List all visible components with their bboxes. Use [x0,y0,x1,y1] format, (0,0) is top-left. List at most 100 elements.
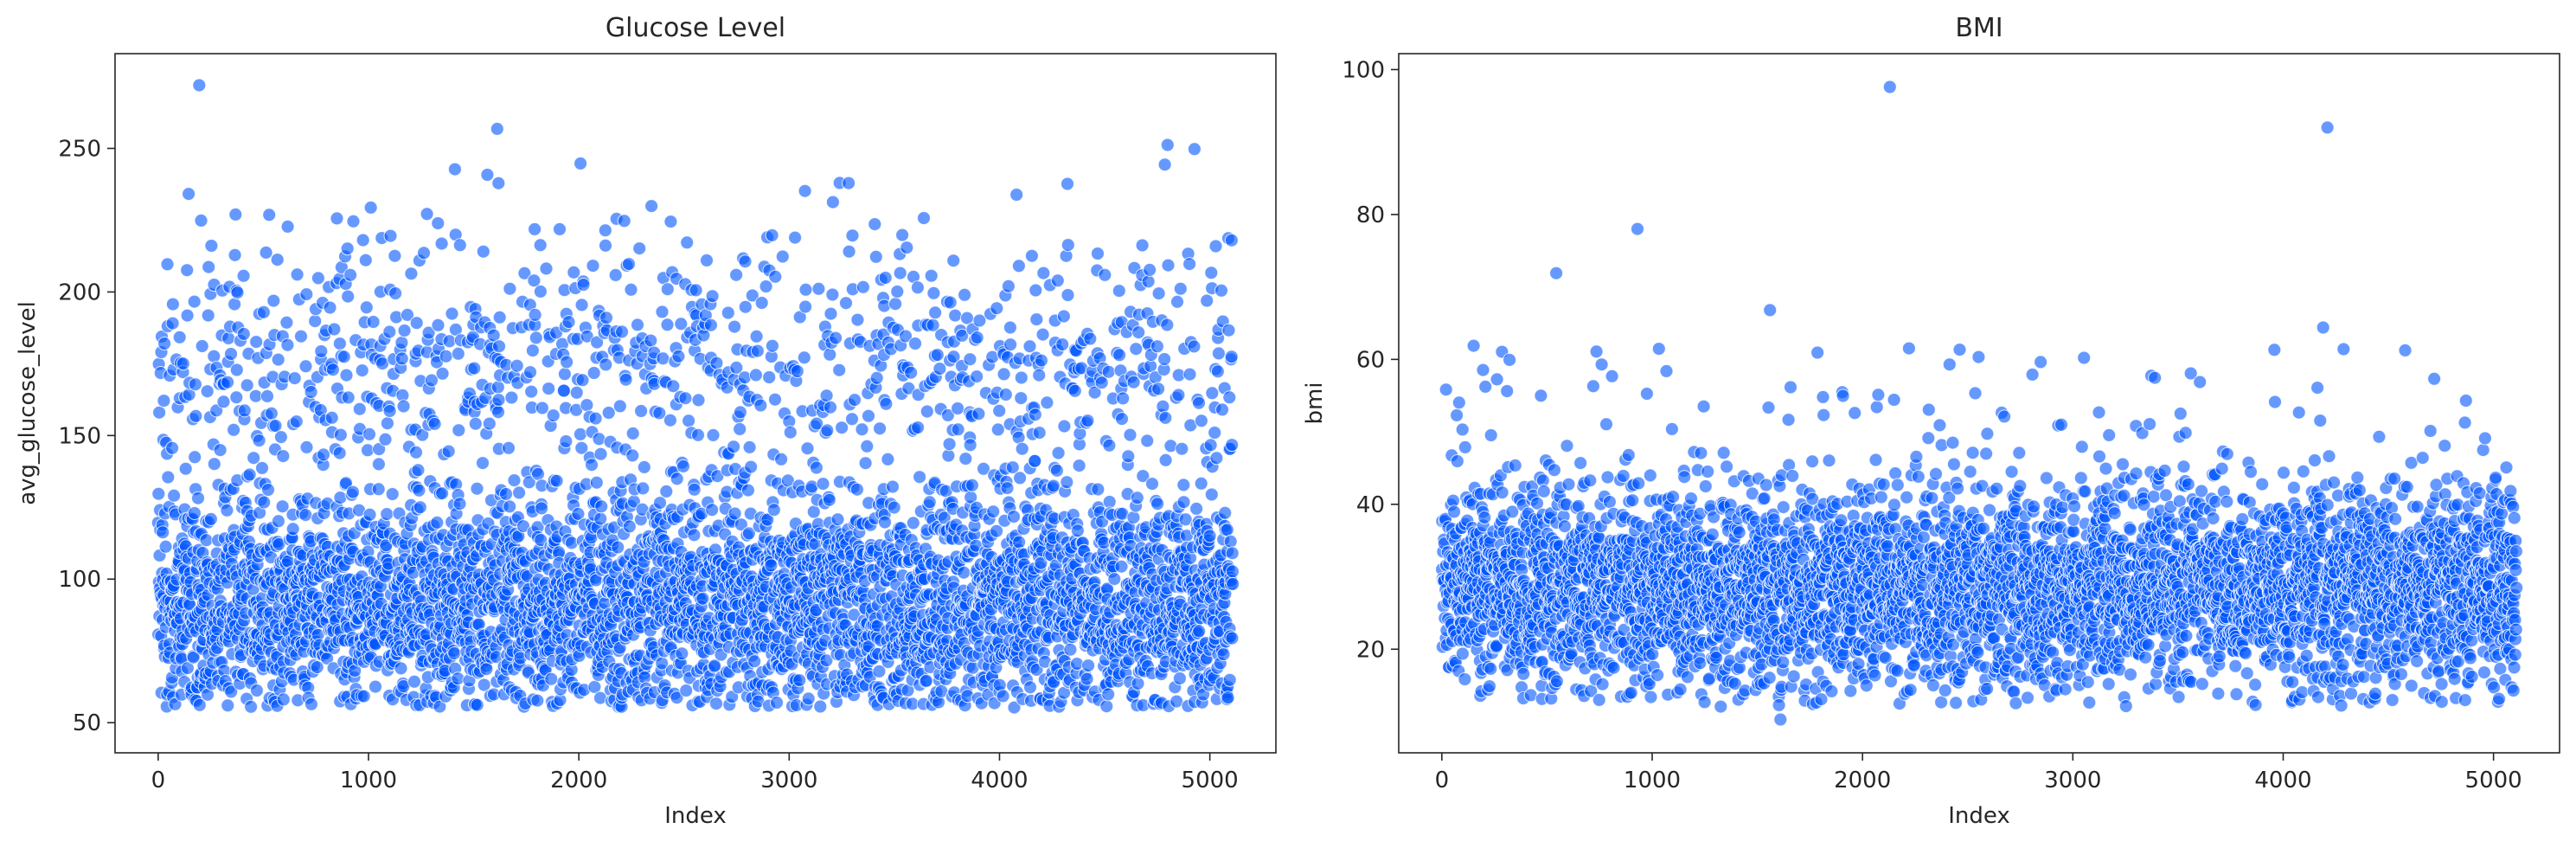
data-point [535,501,549,516]
data-point [1057,419,1072,434]
data-point [1022,339,1037,354]
data-point [845,412,859,427]
data-point [227,422,241,437]
data-point [228,207,243,222]
data-point [963,438,977,453]
data-point [580,398,594,413]
data-point [492,310,507,324]
data-point [339,368,354,382]
data-point [1070,657,1084,671]
data-point [691,393,706,408]
data-point [280,337,295,352]
data-point [270,253,285,267]
data-point [541,382,556,396]
data-point [942,437,957,452]
data-point [194,213,208,228]
data-point [257,495,272,510]
data-point [928,305,943,320]
data-point [544,671,559,686]
data-point [615,324,629,339]
data-point [409,316,424,331]
data-point [599,311,613,325]
data-point [1192,624,1207,639]
data-point [434,236,449,251]
data-point [304,385,318,399]
data-point [1032,368,1047,382]
data-point [670,472,684,486]
data-point [592,432,606,446]
data-point [1131,676,1145,691]
data-point [273,430,288,445]
data-point [503,499,517,514]
data-point [1102,438,1117,453]
data-point [946,254,961,268]
data-point [598,223,612,238]
data-point [1175,441,1189,456]
data-point [941,448,956,463]
data-point [346,485,360,499]
data-point [557,367,572,382]
data-point [913,470,927,485]
data-point [467,361,482,376]
data-point [608,267,623,282]
data-point [788,230,803,245]
data-point [323,300,337,315]
data-point [1083,331,1098,346]
data-point [1143,262,1157,277]
data-point [1170,294,1184,309]
data-point [792,673,807,688]
data-point [1014,391,1028,406]
data-point [1114,559,1129,574]
data-point [695,591,710,606]
glucose-chart-title: Glucose Level [606,13,785,43]
data-point [1151,286,1166,301]
data-point [873,421,888,436]
data-point [247,451,261,466]
data-point [951,422,965,437]
data-point [244,699,259,714]
data-point [682,414,696,428]
data-point [445,306,459,321]
data-point [1067,383,1082,398]
data-point [790,364,804,378]
data-point [1176,495,1191,510]
data-point [992,403,1007,418]
data-point [479,662,494,677]
data-point [1049,463,1064,478]
data-point [589,475,604,490]
data-point [1156,399,1170,414]
data-point [394,336,409,350]
data-point [176,357,190,371]
data-point [435,366,450,381]
data-point [1015,441,1029,456]
data-point [525,344,540,358]
data-point [417,246,431,260]
data-point [709,697,723,711]
data-point [535,401,549,415]
data-point [343,267,358,282]
data-point [759,279,773,293]
data-point [1151,382,1166,396]
data-point [574,298,589,312]
data-point [1189,501,1204,516]
data-point [727,440,741,454]
data-point [366,315,381,329]
data-point [809,460,823,475]
data-point [574,156,588,170]
data-point [470,697,484,712]
data-point [236,326,251,341]
data-point [742,440,757,454]
data-point [1158,453,1173,467]
data-point [1040,395,1054,410]
data-point [622,519,637,534]
data-point [528,222,542,236]
data-point [224,684,239,699]
data-point [586,259,600,273]
data-point [631,318,644,332]
data-point [1061,238,1075,253]
data-point [279,315,294,330]
data-point [378,432,393,446]
data-point [958,452,973,466]
data-point [492,339,506,354]
data-point [1061,288,1075,302]
